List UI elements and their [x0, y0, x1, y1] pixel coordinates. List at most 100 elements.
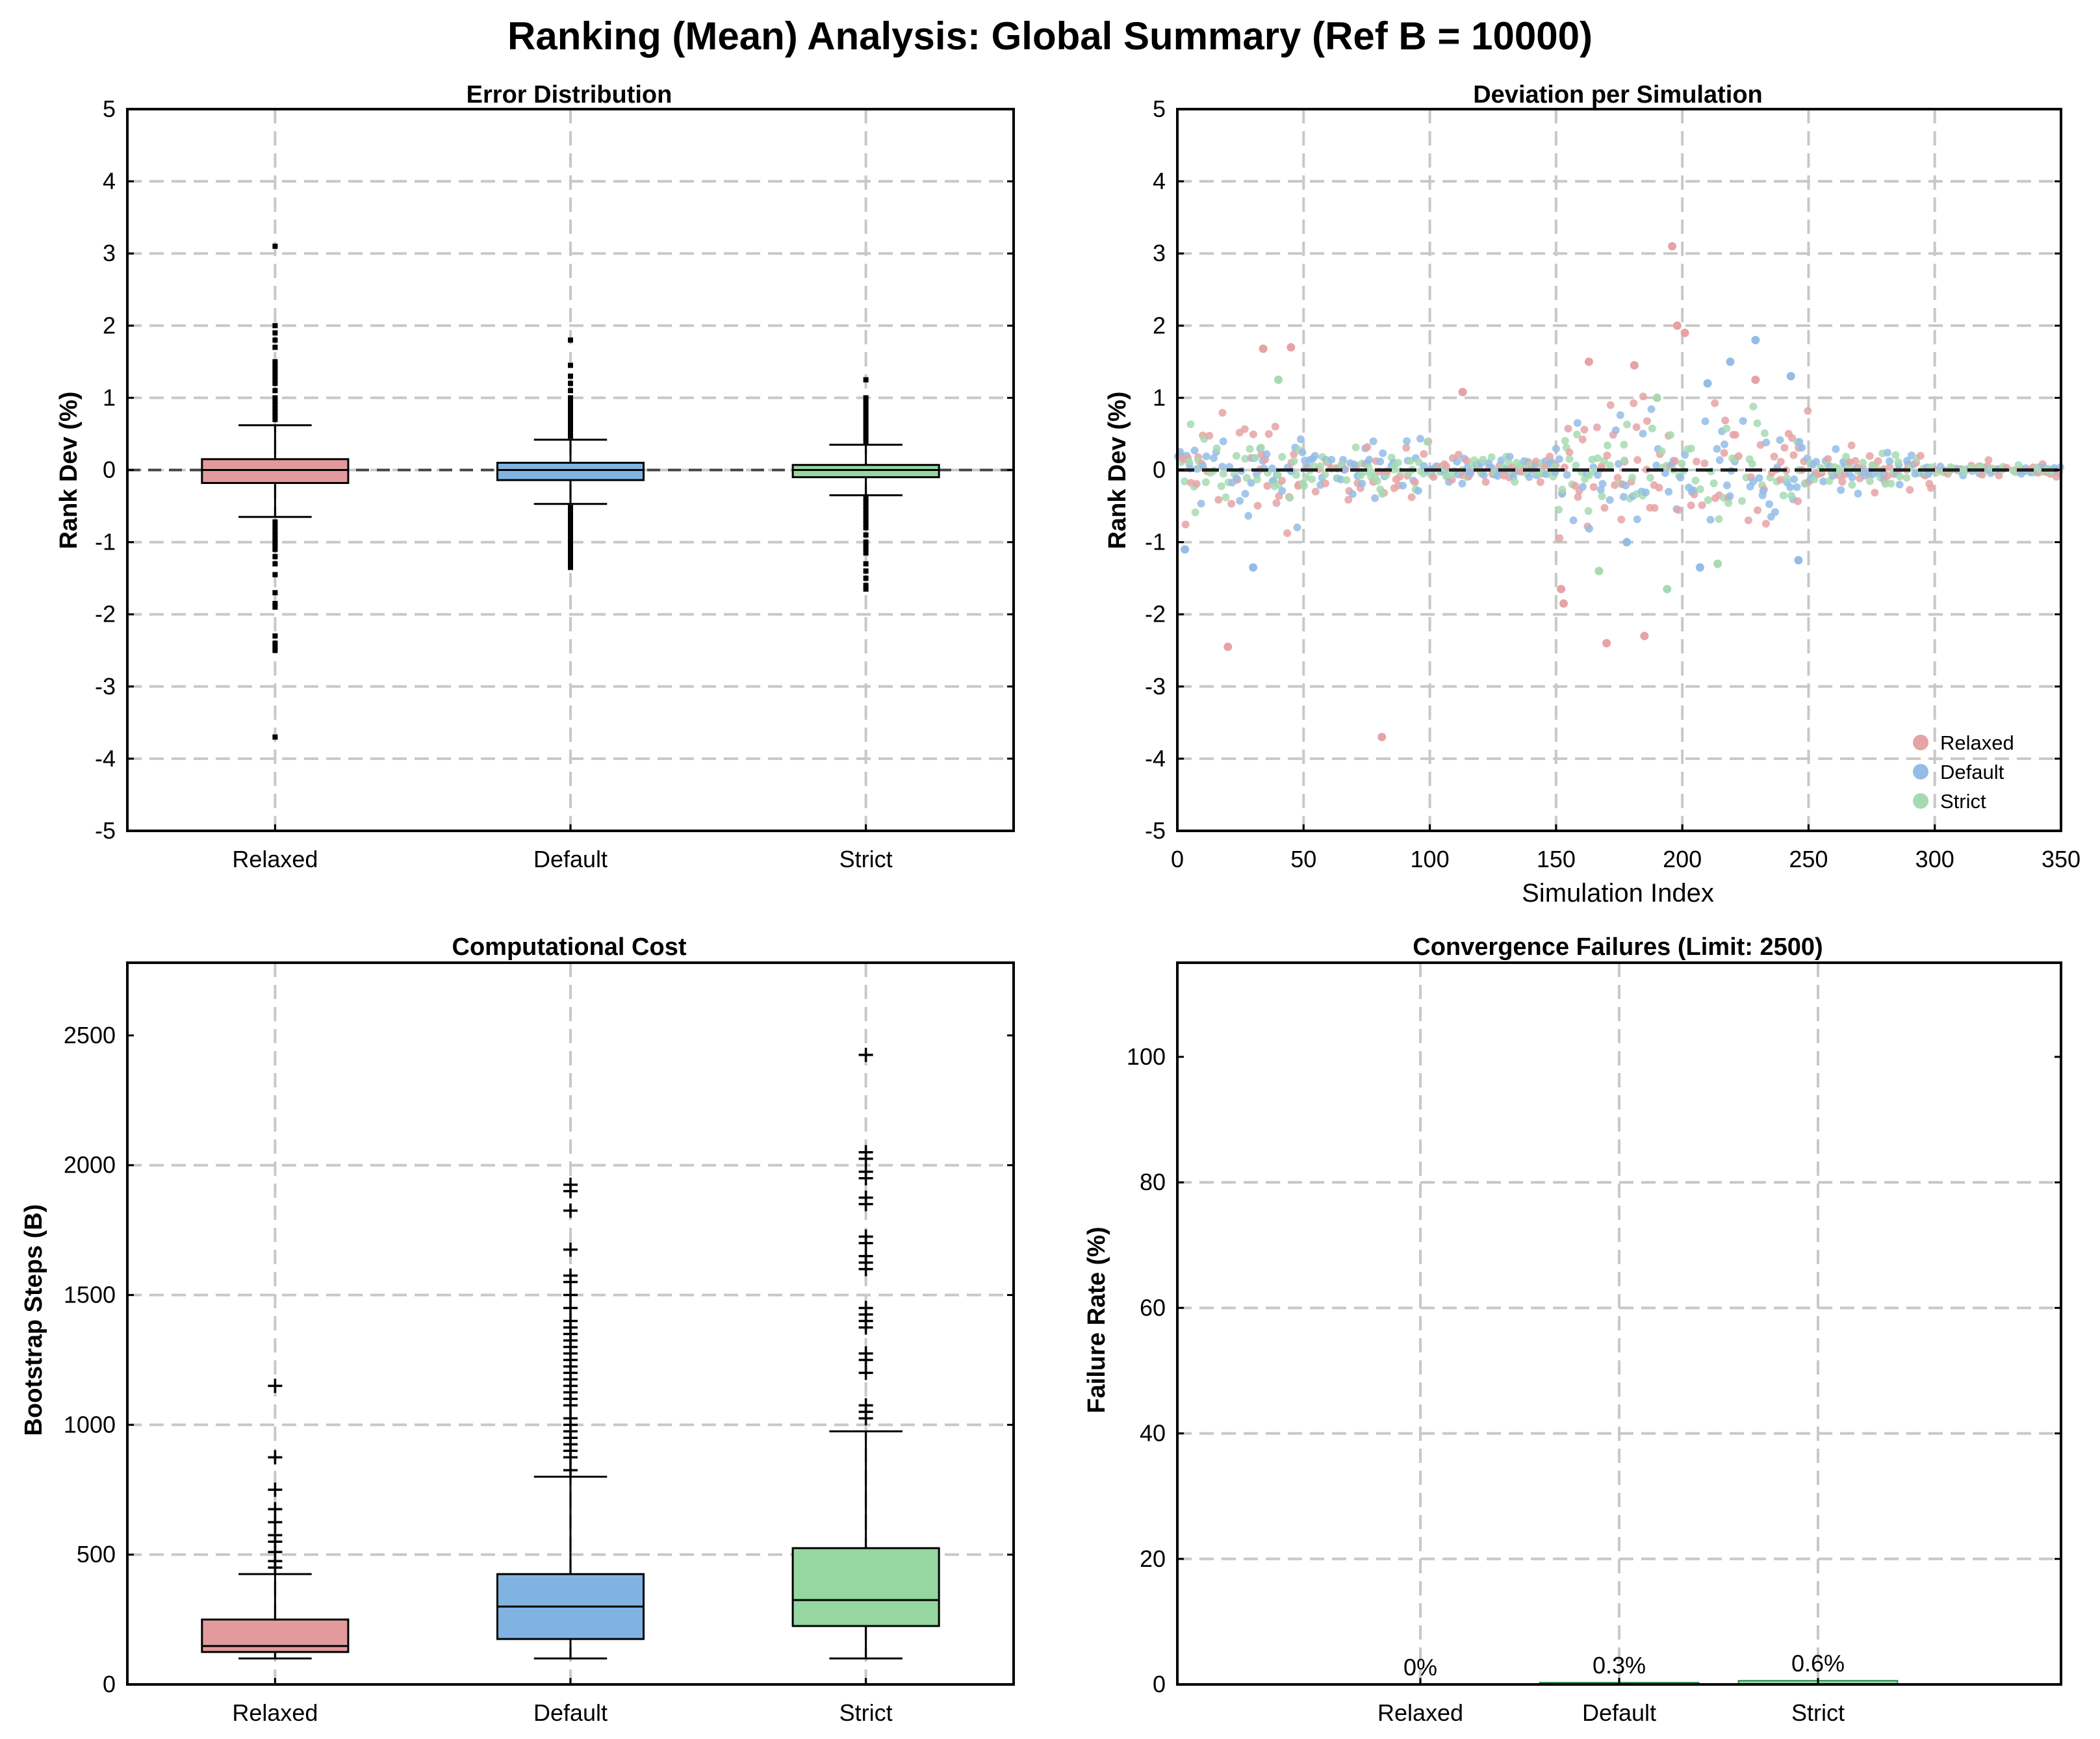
deviation-point-default: [1868, 470, 1876, 479]
deviation-point-default: [1414, 487, 1422, 495]
deviation-point-relaxed: [1192, 479, 1201, 488]
deviation-point-strict: [1895, 472, 1904, 481]
deviation-point-default: [1665, 487, 1673, 496]
deviation-point-default: [1812, 457, 1821, 466]
error-outlier: [272, 330, 278, 336]
deviation-point-relaxed: [1402, 444, 1411, 452]
deviation-point-relaxed: [1655, 483, 1663, 492]
deviation-point-default: [1202, 452, 1210, 461]
deviation-point-relaxed: [1272, 499, 1281, 507]
error-outlier: [863, 413, 869, 419]
deviation-point-relaxed: [1995, 471, 2003, 479]
deviation-point-relaxed: [1865, 451, 1874, 460]
cost-outlier: [858, 1262, 873, 1276]
deviation-point-strict: [1593, 454, 1602, 463]
deviation-point-default: [1606, 496, 1614, 504]
deviation-point-relaxed: [1181, 520, 1190, 529]
deviation-point-default: [1479, 471, 1488, 479]
error-ytick-label: -1: [95, 529, 116, 555]
deviation-point-default: [1848, 473, 1856, 481]
deviation-per-simulation-title: Deviation per Simulation: [1473, 81, 1763, 108]
deviation-point-relaxed: [1278, 476, 1287, 485]
deviation-point-default: [1247, 479, 1255, 487]
deviation-point-strict: [1573, 430, 1581, 438]
deviation-point-strict: [1646, 474, 1654, 482]
deviation-ytick-label: -5: [1145, 817, 1166, 844]
deviation-ytick-label: 3: [1153, 240, 1166, 266]
deviation-point-default: [1262, 450, 1271, 459]
deviation-point-strict: [1253, 475, 1261, 483]
deviation-point-default: [1689, 486, 1698, 494]
error-ytick-label: 3: [103, 240, 116, 266]
deviation-point-strict: [1628, 474, 1637, 482]
deviation-point-strict: [1378, 490, 1387, 498]
cost-outlier: [858, 1236, 873, 1250]
cost-outlier: [858, 1411, 873, 1426]
deviation-point-relaxed: [1458, 388, 1467, 397]
deviation-point-default: [1641, 489, 1650, 497]
deviation-point-strict: [1565, 455, 1574, 463]
error-outlier: [272, 374, 278, 379]
cost-outlier: [563, 1463, 578, 1478]
deviation-point-relaxed: [1643, 417, 1652, 425]
error-distribution-ylabel: Rank Dev (%): [55, 392, 83, 550]
deviation-point-default: [1311, 451, 1319, 460]
deviation-point-relaxed: [1218, 409, 1227, 417]
cost-outlier: [268, 1515, 283, 1530]
deviation-point-default: [1379, 449, 1387, 457]
error-outlier: [568, 525, 573, 531]
error-outlier: [272, 337, 278, 343]
error-outlier: [863, 427, 869, 433]
deviation-point-relaxed: [1824, 455, 1832, 463]
error-outlier: [272, 604, 278, 610]
error-outlier: [568, 507, 573, 513]
deviation-point-strict: [1572, 461, 1580, 470]
error-outlier: [272, 409, 278, 415]
cost-outlier: [563, 1184, 578, 1199]
deviation-point-relaxed: [1744, 516, 1752, 525]
deviation-point-strict: [1241, 455, 1249, 463]
deviation-point-strict: [1290, 457, 1298, 465]
deviation-per-simulation-panel: Deviation per Simulation -5 -4 -3 -2 -1 0 1 2 3 4…: [1104, 81, 2081, 908]
deviation-point-default: [1505, 453, 1514, 461]
error-outlier: [272, 362, 278, 368]
deviation-ytick-label: 2: [1153, 312, 1166, 338]
deviation-point-default: [1706, 516, 1715, 524]
cost-outlier: [563, 1301, 578, 1315]
deviation-point-default: [1376, 457, 1385, 466]
deviation-ytick-label: 0: [1153, 457, 1166, 483]
error-frame: [126, 108, 1015, 832]
error-outlier: [568, 388, 573, 394]
deviation-point-default: [1715, 456, 1724, 464]
deviation-point-default: [1416, 435, 1424, 443]
legend-label-relaxed: Relaxed: [1940, 731, 2014, 754]
deviation-point-default: [1593, 471, 1602, 479]
error-outlier: [568, 550, 573, 556]
error-outlier: [568, 518, 573, 524]
deviation-point-relaxed: [1668, 242, 1677, 251]
deviation-point-default: [1633, 515, 1641, 524]
error-outlier: [272, 244, 278, 249]
deviation-point-default: [1327, 455, 1336, 464]
error-box-default: [496, 337, 645, 570]
deviation-point-strict: [1748, 459, 1756, 468]
error-outlier: [272, 539, 278, 545]
error-outlier: [568, 539, 573, 545]
deviation-point-strict: [1554, 505, 1563, 514]
cost-outlier: [563, 1203, 578, 1218]
error-outlier: [863, 550, 869, 556]
deviation-point-relaxed: [1264, 430, 1273, 438]
cost-outlier: [563, 1398, 578, 1413]
error-outlier: [272, 536, 278, 542]
deviation-point-strict: [1842, 452, 1850, 461]
error-distribution-title: Error Distribution: [467, 81, 672, 108]
deviation-point-strict: [1724, 499, 1733, 507]
deviation-point-default: [1466, 469, 1475, 477]
deviation-point-default: [1819, 477, 1828, 486]
deviation-point-relaxed: [1734, 452, 1743, 461]
deviation-point-strict: [1894, 458, 1902, 466]
deviation-point-default: [1721, 440, 1729, 449]
deviation-point-relaxed: [1589, 483, 1598, 491]
deviation-point-relaxed: [1205, 431, 1214, 440]
deviation-point-relaxed: [1263, 482, 1272, 490]
